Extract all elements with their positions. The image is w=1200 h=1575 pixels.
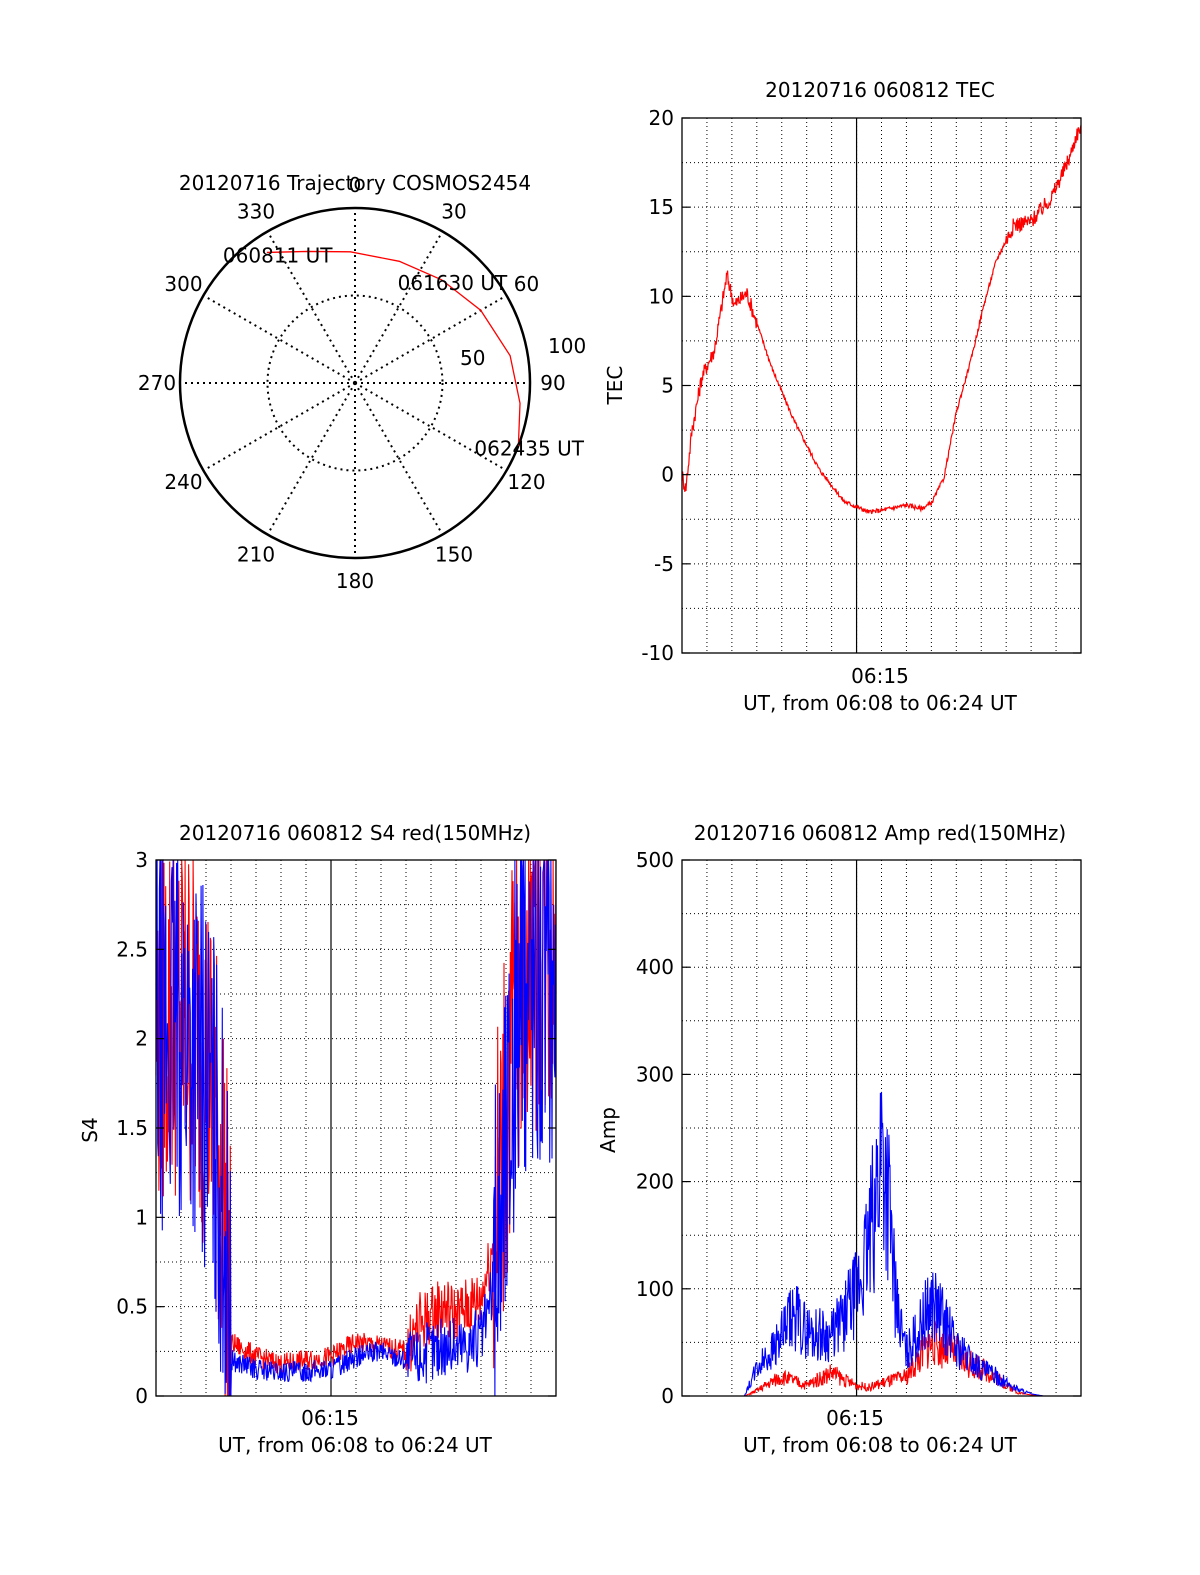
- s4-panel: 20120716 060812 S4 red(150MHz) 0 0.5 1 1.5 2…: [78, 821, 557, 1457]
- polar-azimuth-label: 180: [336, 569, 374, 593]
- polar-azimuth-label: 0: [349, 173, 362, 197]
- ytick-label: 400: [636, 955, 674, 979]
- polar-time-label: 060811 UT: [223, 243, 333, 267]
- polar-spoke: [202, 382, 356, 472]
- polar-spoke: [354, 382, 444, 536]
- ytick-label: -5: [654, 552, 674, 576]
- polar-azimuth-label: 210: [237, 542, 275, 566]
- tec-xlabel: UT, from 06:08 to 06:24 UT: [743, 691, 1018, 715]
- ytick-label: 1.5: [116, 1116, 148, 1140]
- ytick-label: 0: [661, 1384, 674, 1408]
- polar-ring-label: 100: [548, 334, 586, 358]
- ytick-label: -10: [641, 641, 674, 665]
- ytick-label: 20: [649, 106, 674, 130]
- s4-xlabel: UT, from 06:08 to 06:24 UT: [218, 1433, 493, 1457]
- tec-ylabel: TEC: [603, 366, 627, 406]
- polar-azimuth-label: 120: [507, 470, 545, 494]
- ytick-label: 100: [636, 1277, 674, 1301]
- amp-ylabel: Amp: [596, 1107, 620, 1153]
- series-line: [682, 1091, 1081, 1397]
- polar-spoke: [266, 230, 356, 384]
- ytick-label: 0.5: [116, 1295, 148, 1319]
- ytick-label: 2.5: [116, 937, 148, 961]
- ytick-label: 300: [636, 1062, 674, 1086]
- polar-ring-50: [266, 294, 444, 472]
- ytick-label: 500: [636, 848, 674, 872]
- ytick-label: 0: [661, 463, 674, 487]
- ytick-label: 2: [135, 1027, 148, 1051]
- polar-azimuth-label: 300: [164, 272, 202, 296]
- amp-title: 20120716 060812 Amp red(150MHz): [694, 821, 1066, 845]
- polar-time-label: 061630 UT: [398, 271, 508, 295]
- polar-spoke: [354, 382, 508, 472]
- polar-azimuth-label: 240: [164, 470, 202, 494]
- tec-title: 20120716 060812 TEC: [765, 78, 995, 102]
- polar-azimuth-label: 60: [514, 272, 539, 296]
- s4-ylabel: S4: [78, 1117, 102, 1142]
- amp-panel: 20120716 060812 Amp red(150MHz) 0 100 200 3…: [596, 821, 1082, 1457]
- polar-spoke: [266, 382, 356, 536]
- tec-xtick-label: 06:15: [851, 664, 909, 688]
- polar-azimuth-label: 330: [237, 200, 275, 224]
- ytick-label: 3: [135, 848, 148, 872]
- plot-frame: [681, 859, 1082, 1397]
- polar-azimuth-label: 90: [540, 371, 565, 395]
- polar-azimuth-label: 150: [435, 542, 473, 566]
- polar-title: 20120716 Trajectory COSMOS2454: [179, 171, 531, 195]
- ytick-label: 0: [135, 1384, 148, 1408]
- polar-trajectory-line: [266, 250, 521, 446]
- series-line: [155, 859, 557, 1397]
- series-line: [681, 124, 1082, 515]
- amp-xlabel: UT, from 06:08 to 06:24 UT: [743, 1433, 1018, 1457]
- polar-spoke: [354, 230, 444, 384]
- ytick-label: 200: [636, 1170, 674, 1194]
- polar-time-label: 062435 UT: [474, 437, 584, 461]
- polar-azimuth-label: 30: [441, 200, 466, 224]
- s4-xtick-label: 06:15: [301, 1406, 359, 1430]
- polar-spoke: [202, 294, 356, 384]
- polar-outer-circle: [178, 206, 532, 560]
- ytick-label: 15: [649, 195, 674, 219]
- s4-title: 20120716 060812 S4 red(150MHz): [179, 821, 531, 845]
- polar-azimuth-label: 270: [138, 371, 176, 395]
- ytick-label: 5: [661, 374, 674, 398]
- polar-trajectory-panel: 20120716 Trajectory COSMOS2454 0 30 60 90 12…: [138, 171, 586, 593]
- ytick-label: 1: [135, 1205, 148, 1229]
- ytick-label: 10: [649, 284, 674, 308]
- polar-ring-label: 50: [460, 346, 485, 370]
- amp-xtick-label: 06:15: [826, 1406, 884, 1430]
